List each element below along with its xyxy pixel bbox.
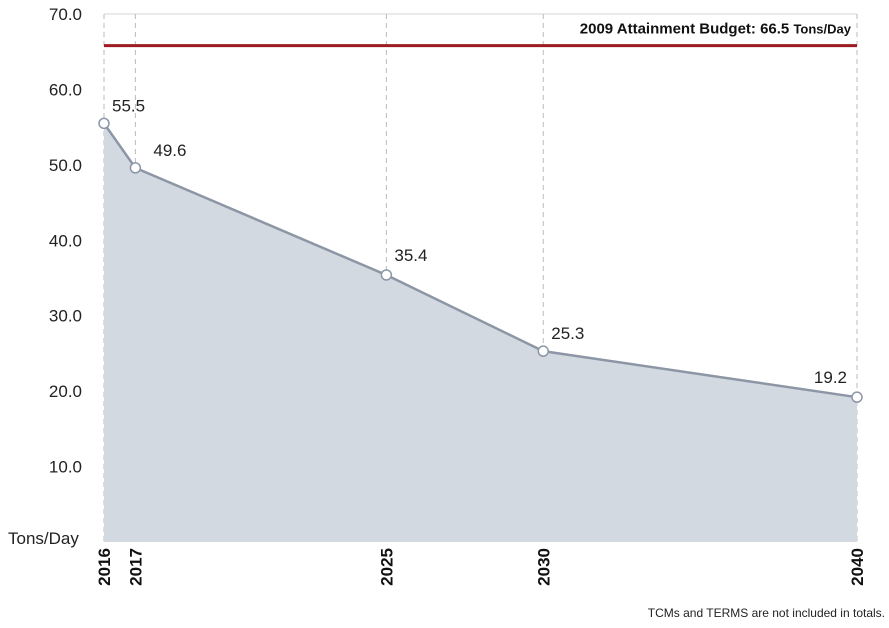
data-points: 55.5 49.6 35.4 25.3 19.2: [98, 96, 863, 403]
data-label: 19.2: [814, 368, 847, 387]
x-tick-label: 2017: [126, 548, 145, 586]
data-label: 25.3: [551, 324, 584, 343]
area-fill: [104, 123, 857, 542]
y-axis-label: Tons/Day: [8, 529, 79, 548]
y-tick-label: 20.0: [49, 382, 82, 401]
reference-layer: 2009 Attainment Budget: 66.5 Tons/Day: [104, 21, 857, 48]
x-tick-label: 2025: [377, 548, 396, 586]
x-tick-label: 2030: [534, 548, 553, 586]
data-label: 49.6: [153, 141, 186, 160]
x-axis-ticks: 2016 2017 2025 2030 2040: [95, 548, 867, 586]
footnote: TCMs and TERMS are not included in total…: [647, 606, 885, 620]
x-tick-label: 2016: [95, 548, 114, 586]
data-point: [129, 162, 142, 174]
data-point: [537, 345, 549, 357]
y-axis-ticks: 10.0 20.0 30.0 40.0 50.0 60.0 70.0: [49, 5, 82, 477]
y-tick-label: 60.0: [49, 80, 82, 99]
reference-label-value: 2009 Attainment Budget: 66.5: [580, 21, 794, 38]
reference-label-unit: Tons/Day: [793, 22, 851, 37]
area-layer: [102, 122, 858, 542]
y-tick-label: 10.0: [49, 458, 82, 477]
y-tick-label: 30.0: [49, 307, 82, 326]
y-tick-label: 40.0: [49, 231, 82, 250]
reference-line-label: 2009 Attainment Budget: 66.5 Tons/Day: [580, 21, 852, 38]
y-tick-label: 70.0: [49, 5, 82, 24]
data-point: [380, 269, 393, 281]
data-point: [98, 117, 110, 130]
x-tick-label: 2040: [848, 548, 867, 586]
data-point: [851, 391, 863, 403]
y-tick-label: 50.0: [49, 156, 82, 175]
data-label: 55.5: [112, 96, 145, 115]
data-label: 35.4: [394, 246, 427, 265]
